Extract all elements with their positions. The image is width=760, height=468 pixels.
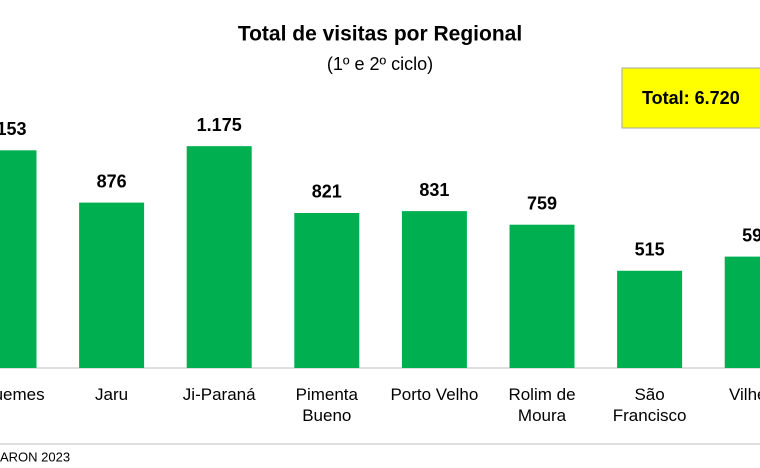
bar (617, 270, 683, 368)
bar (509, 224, 575, 368)
total-annotation: Total: 6.720 (642, 88, 740, 108)
value-label: 821 (312, 182, 342, 202)
x-tick-label: Jaru (95, 385, 129, 404)
value-label: 590 (742, 225, 760, 245)
value-label: 1.153 (0, 119, 27, 139)
chart-title: Total de visitas por Regional (238, 23, 522, 46)
bar (294, 212, 360, 368)
total-box (621, 67, 760, 129)
value-label: 515 (635, 240, 665, 260)
x-tick-label: Rolim de Moura (508, 385, 576, 425)
bar (186, 146, 252, 368)
source: ARON 2023 (0, 449, 70, 464)
x-tick-label: Ariquemes (0, 385, 45, 404)
x-tick-label: Porto Velho (390, 385, 479, 404)
value-label: 831 (419, 180, 449, 200)
bar (79, 202, 145, 368)
x-tick-label: Pimenta Bueno (295, 385, 358, 425)
x-tick-label: Ji-Paraná (182, 385, 256, 404)
bar (401, 211, 467, 368)
bar (724, 256, 760, 368)
x-tick-label: Vilhena (728, 385, 760, 404)
x-tick-label: São Francisco (612, 385, 687, 425)
bar (0, 150, 37, 368)
chart-subtitle: (1º e 2º ciclo) (327, 54, 433, 74)
value-label: 759 (527, 193, 557, 213)
value-label: 1.175 (197, 115, 242, 135)
value-label: 876 (97, 171, 127, 191)
